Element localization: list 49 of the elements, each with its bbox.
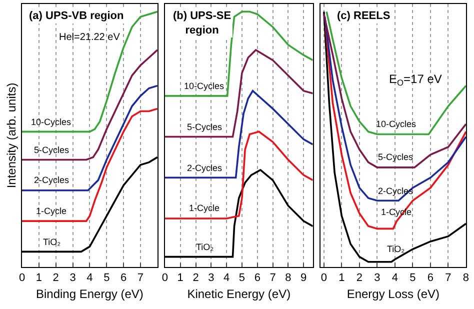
x-tick-label: 3 bbox=[70, 272, 76, 284]
x-tick-label: 2 bbox=[52, 272, 59, 284]
x-tick-label: 4 bbox=[86, 272, 93, 284]
series-label: 2-Cycles bbox=[34, 175, 70, 185]
x-tick-label: 0 bbox=[162, 272, 168, 284]
x-tick-label: 8 bbox=[462, 272, 470, 284]
chart-title: (a) UPS-VB region bbox=[29, 10, 124, 22]
x-tick-label: 3 bbox=[374, 272, 380, 284]
series-label: 5-Cycles bbox=[187, 122, 223, 132]
x-tick-label: 1 bbox=[338, 272, 345, 284]
x-tick-label: 2 bbox=[356, 272, 362, 284]
x-tick-label: 3 bbox=[208, 272, 214, 284]
series-label: 10-Cycles bbox=[376, 119, 417, 129]
x-tick-label: 1 bbox=[177, 272, 184, 284]
x-tick-label: 7 bbox=[445, 272, 452, 284]
x-tick-label: 7 bbox=[137, 272, 144, 284]
series-label: 5-Cycles bbox=[378, 152, 414, 162]
series-label: TiO₂ bbox=[43, 237, 62, 247]
x-tick-label: 5 bbox=[410, 272, 416, 284]
x-tick-label: 4 bbox=[224, 272, 230, 284]
y-axis-title: Intensity (arb. units) bbox=[4, 82, 18, 188]
series-label: 10-Cycles bbox=[31, 117, 72, 127]
x-tick-label: 7 bbox=[270, 272, 276, 284]
series-label: TiO₂ bbox=[387, 244, 406, 254]
x-tick-label: 0 bbox=[320, 272, 327, 284]
x-tick-label: 2 bbox=[192, 272, 199, 284]
series-label: 5-Cycles bbox=[34, 145, 70, 155]
x-tick-label: 6 bbox=[427, 272, 434, 284]
x-tick-label: 6 bbox=[120, 272, 127, 284]
series-label: 1-Cycle bbox=[189, 203, 220, 213]
annotation: Hel=21.22 eV bbox=[59, 32, 120, 43]
x-tick-label: 8 bbox=[285, 272, 292, 284]
annotation: E$_{O}$=17 eV bbox=[389, 72, 442, 88]
series-label: 2-Cycles bbox=[187, 163, 223, 173]
x-tick-label: 5 bbox=[238, 272, 246, 284]
x-tick-label: 5 bbox=[104, 272, 110, 284]
x-tick-label: 0 bbox=[18, 272, 26, 284]
x-tick-label: 4 bbox=[392, 272, 398, 284]
x-tick-label: 1 bbox=[36, 272, 42, 284]
x-tick-label: 6 bbox=[254, 272, 260, 284]
x-axis-title: Kinetic Energy (eV) bbox=[187, 287, 291, 302]
text: (b) UPS-SE region bbox=[173, 10, 232, 36]
chart-title: (c) REELS bbox=[337, 10, 390, 22]
series-label: TiO₂ bbox=[196, 242, 214, 252]
x-tick-label: 9 bbox=[300, 272, 307, 284]
series-label: 1-Cycle bbox=[36, 206, 67, 216]
x-axis-title: Binding Energy (eV) bbox=[36, 287, 144, 302]
series-label: 10-Cycles bbox=[184, 81, 225, 91]
x-axis-title: Energy Loss (eV) bbox=[346, 287, 440, 302]
